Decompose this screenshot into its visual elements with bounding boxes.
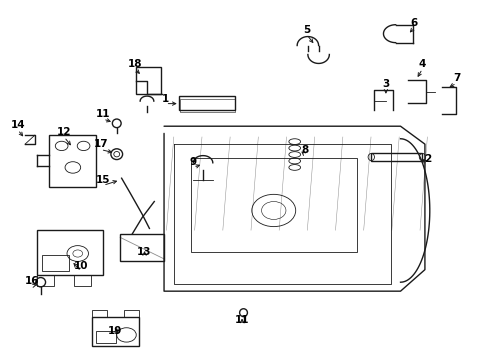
Text: 15: 15 [96, 175, 110, 185]
Text: 11: 11 [234, 315, 249, 325]
Text: 10: 10 [74, 261, 88, 271]
Bar [92, 310, 107, 317]
Bar [96, 330, 116, 343]
Text: 16: 16 [25, 276, 40, 286]
Text: 14: 14 [10, 120, 25, 130]
Bar [92, 317, 139, 346]
Text: 5: 5 [303, 25, 310, 35]
Bar [136, 67, 160, 94]
Bar [370, 153, 422, 161]
Text: 18: 18 [127, 59, 142, 69]
Text: 9: 9 [189, 157, 197, 167]
Bar [37, 230, 103, 275]
Text: 17: 17 [93, 139, 108, 149]
Text: 8: 8 [301, 145, 308, 155]
Text: 12: 12 [57, 127, 71, 137]
Text: 3: 3 [382, 78, 389, 89]
Text: 19: 19 [108, 326, 122, 336]
Bar [178, 96, 234, 110]
Bar [190, 158, 356, 252]
Bar [74, 275, 91, 286]
Bar [124, 310, 139, 317]
Text: 6: 6 [410, 18, 417, 28]
Bar [180, 99, 234, 112]
Bar [120, 234, 163, 261]
Text: 7: 7 [452, 73, 459, 83]
Text: 11: 11 [96, 109, 110, 119]
Bar [42, 255, 69, 271]
Text: 2: 2 [423, 154, 430, 164]
Text: 1: 1 [162, 94, 169, 104]
Bar [49, 135, 96, 187]
Text: 4: 4 [418, 59, 426, 69]
Bar [37, 275, 54, 286]
Text: 13: 13 [137, 247, 151, 257]
